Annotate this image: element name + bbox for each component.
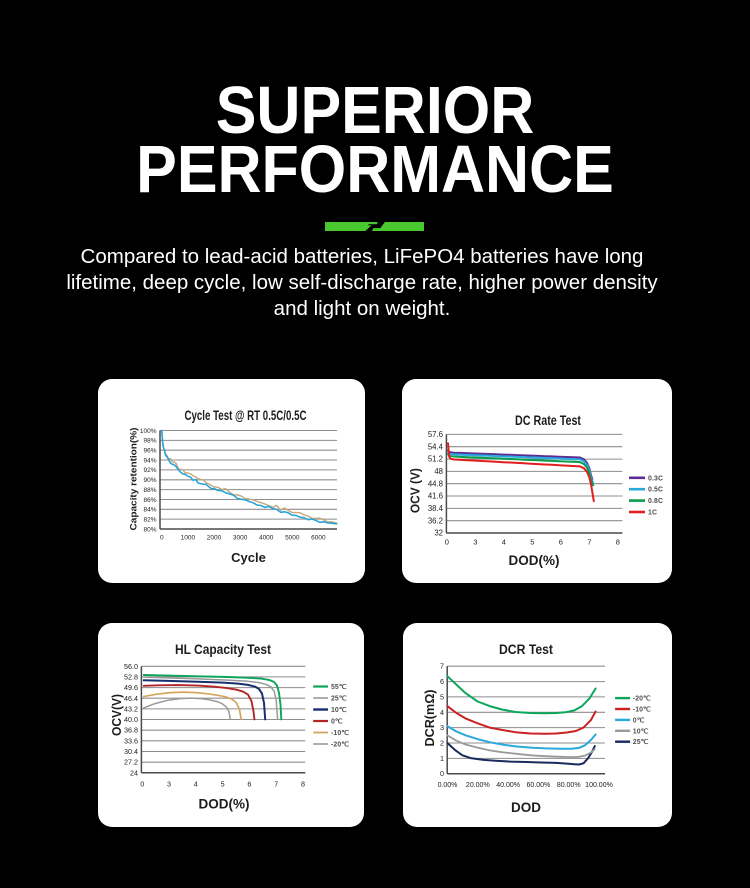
- svg-text:0: 0: [140, 780, 144, 789]
- svg-text:8: 8: [301, 780, 305, 789]
- svg-text:10℃: 10℃: [633, 727, 649, 735]
- svg-text:88%: 88%: [143, 487, 156, 494]
- svg-text:6: 6: [559, 538, 563, 547]
- svg-text:33.6: 33.6: [124, 736, 138, 745]
- svg-text:7: 7: [587, 538, 591, 547]
- svg-text:46.4: 46.4: [124, 694, 138, 703]
- svg-text:36.2: 36.2: [428, 516, 443, 525]
- svg-text:38.4: 38.4: [428, 504, 444, 513]
- svg-text:20.00%: 20.00%: [466, 782, 490, 789]
- svg-text:Capacity retention(%): Capacity retention(%): [128, 428, 139, 531]
- svg-text:-20℃: -20℃: [633, 695, 651, 703]
- svg-text:80%: 80%: [143, 526, 156, 533]
- svg-text:49.6: 49.6: [124, 683, 138, 692]
- svg-text:3: 3: [167, 780, 171, 789]
- svg-text:4: 4: [502, 538, 506, 547]
- svg-text:HL Capacity Test: HL Capacity Test: [175, 642, 271, 657]
- svg-text:-10℃: -10℃: [331, 729, 349, 737]
- svg-text:DOD(%): DOD(%): [199, 797, 250, 812]
- svg-text:25℃: 25℃: [331, 695, 347, 703]
- svg-text:0.8C: 0.8C: [648, 498, 663, 505]
- svg-text:1000: 1000: [181, 535, 196, 542]
- svg-text:30.4: 30.4: [124, 747, 138, 756]
- svg-text:2000: 2000: [207, 535, 222, 542]
- svg-text:41.6: 41.6: [428, 492, 443, 501]
- svg-text:40.00%: 40.00%: [496, 782, 520, 789]
- svg-text:5: 5: [530, 538, 534, 547]
- svg-text:Cycle: Cycle: [231, 550, 266, 565]
- svg-text:-10℃: -10℃: [633, 706, 651, 714]
- svg-text:6000: 6000: [311, 535, 326, 542]
- svg-text:54.4: 54.4: [428, 442, 444, 451]
- svg-text:24: 24: [130, 768, 138, 777]
- svg-text:6: 6: [440, 677, 444, 686]
- svg-text:43.2: 43.2: [124, 704, 138, 713]
- svg-text:3: 3: [440, 723, 444, 732]
- svg-text:40.0: 40.0: [124, 715, 138, 724]
- svg-text:82%: 82%: [143, 516, 156, 523]
- svg-text:5: 5: [440, 692, 444, 701]
- svg-text:44.8: 44.8: [428, 479, 443, 488]
- svg-text:0.3C: 0.3C: [648, 475, 663, 482]
- svg-text:52.8: 52.8: [124, 672, 138, 681]
- svg-text:DCR(mΩ): DCR(mΩ): [422, 690, 437, 747]
- svg-text:84%: 84%: [143, 507, 156, 514]
- svg-text:1: 1: [440, 754, 444, 763]
- svg-text:5: 5: [221, 780, 225, 789]
- svg-text:Cycle Test @ RT 0.5C/0.5C: Cycle Test @ RT 0.5C/0.5C: [185, 408, 307, 423]
- svg-text:-20℃: -20℃: [331, 741, 349, 749]
- svg-text:5000: 5000: [285, 535, 300, 542]
- svg-text:86%: 86%: [143, 497, 156, 504]
- svg-text:94%: 94%: [143, 457, 156, 464]
- svg-text:4000: 4000: [259, 535, 274, 542]
- svg-text:0: 0: [160, 535, 164, 542]
- svg-text:98%: 98%: [143, 438, 156, 445]
- svg-text:57.6: 57.6: [428, 430, 443, 439]
- svg-text:51.2: 51.2: [428, 455, 443, 464]
- svg-text:8: 8: [616, 538, 620, 547]
- svg-text:36.8: 36.8: [124, 726, 138, 735]
- svg-text:3: 3: [473, 538, 477, 547]
- svg-text:90%: 90%: [143, 477, 156, 484]
- svg-text:DCR Test: DCR Test: [499, 642, 553, 657]
- svg-text:32: 32: [434, 529, 443, 538]
- svg-text:4: 4: [440, 708, 444, 717]
- svg-text:0℃: 0℃: [331, 718, 343, 726]
- svg-text:DOD: DOD: [511, 800, 541, 815]
- svg-text:27.2: 27.2: [124, 758, 138, 767]
- svg-text:0℃: 0℃: [633, 716, 645, 724]
- svg-text:DOD(%): DOD(%): [509, 553, 560, 568]
- svg-text:DC Rate Test: DC Rate Test: [515, 413, 581, 428]
- svg-text:OCV(V): OCV(V): [109, 694, 124, 736]
- svg-text:60.00%: 60.00%: [527, 782, 551, 789]
- svg-text:0.5C: 0.5C: [648, 487, 663, 494]
- svg-text:25℃: 25℃: [633, 738, 649, 746]
- svg-text:80.00%: 80.00%: [557, 782, 581, 789]
- svg-text:0.00%: 0.00%: [438, 782, 458, 789]
- svg-text:1C: 1C: [648, 510, 657, 517]
- svg-text:0: 0: [445, 538, 449, 547]
- svg-text:92%: 92%: [143, 467, 156, 474]
- svg-text:100.00%: 100.00%: [585, 782, 613, 789]
- svg-text:7: 7: [274, 780, 278, 789]
- svg-text:55℃: 55℃: [331, 683, 347, 691]
- svg-text:96%: 96%: [143, 448, 156, 455]
- svg-text:4: 4: [194, 780, 198, 789]
- svg-text:3000: 3000: [233, 535, 248, 542]
- svg-text:10℃: 10℃: [331, 706, 347, 714]
- svg-text:100%: 100%: [140, 428, 157, 435]
- svg-text:6: 6: [247, 780, 251, 789]
- svg-text:0: 0: [440, 769, 444, 778]
- svg-text:56.0: 56.0: [124, 662, 138, 671]
- svg-text:48: 48: [434, 467, 443, 476]
- svg-text:7: 7: [440, 662, 444, 671]
- svg-text:OCV (V): OCV (V): [408, 468, 423, 513]
- svg-text:2: 2: [440, 739, 444, 748]
